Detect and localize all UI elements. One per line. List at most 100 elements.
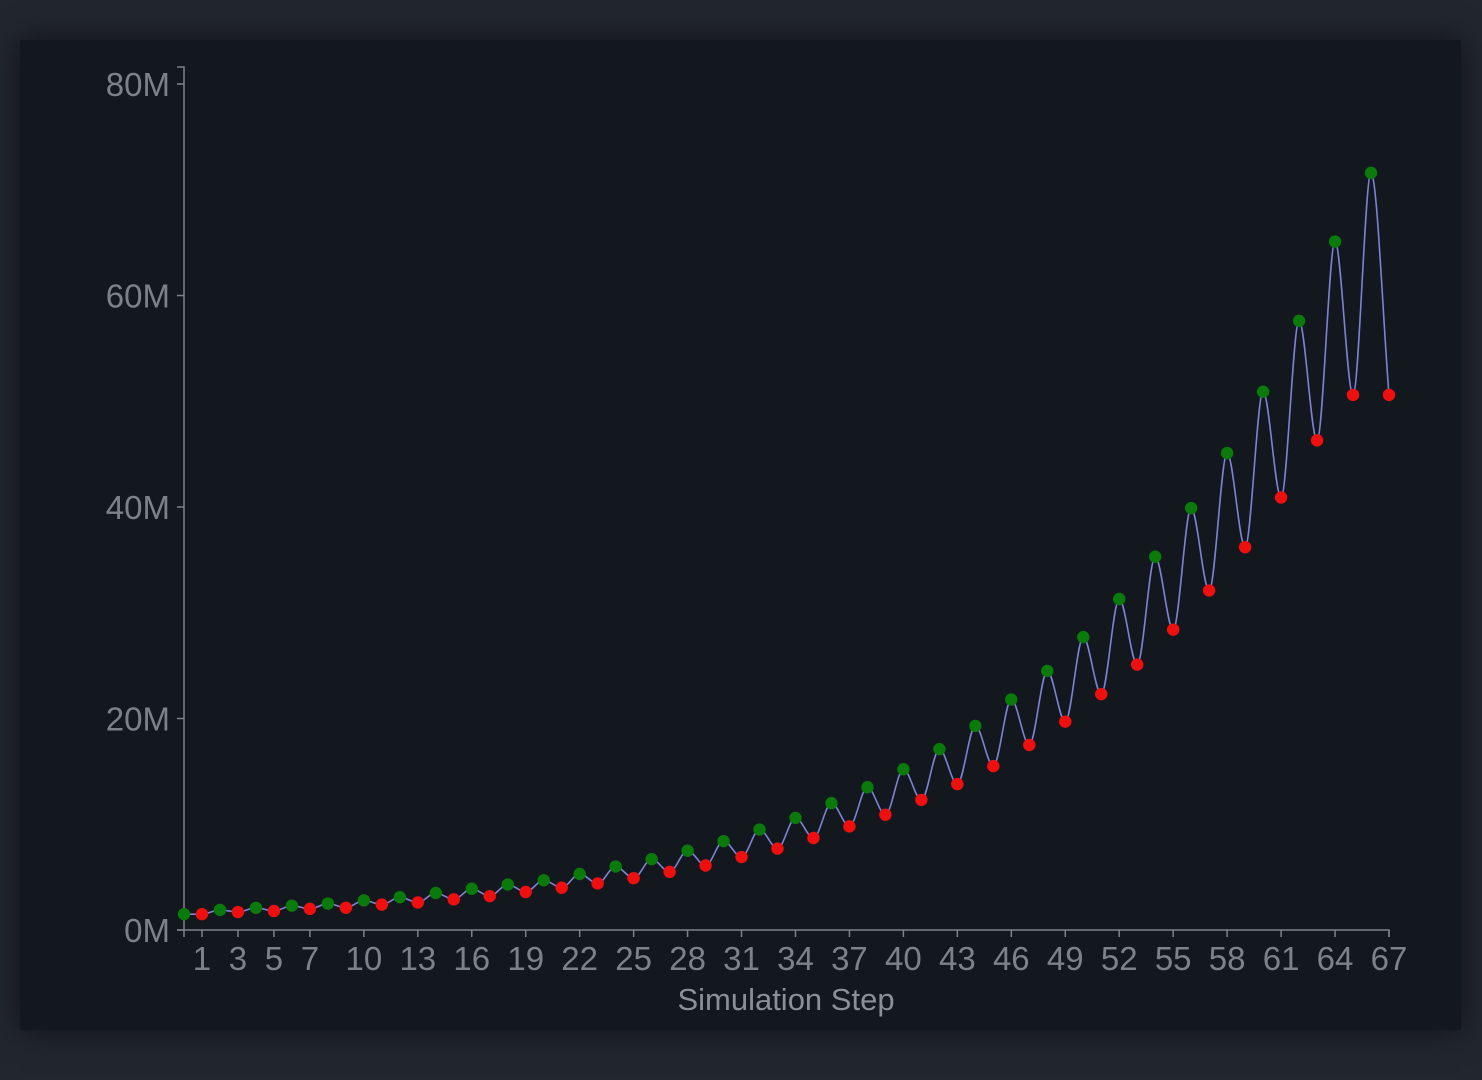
trough-point[interactable] xyxy=(987,759,1000,773)
series-line xyxy=(184,172,1390,915)
trough-point[interactable] xyxy=(951,777,964,791)
peak-point[interactable] xyxy=(1148,550,1162,563)
trough-point[interactable] xyxy=(1382,388,1396,402)
peak-point[interactable] xyxy=(177,907,191,921)
trough-point[interactable] xyxy=(1095,687,1108,701)
peak-point[interactable] xyxy=(213,903,227,917)
x-tick-label: 22 xyxy=(561,940,598,977)
trough-point[interactable] xyxy=(879,808,892,821)
trough-point[interactable] xyxy=(411,896,425,909)
x-tick-label: 37 xyxy=(831,940,868,977)
x-tick-label: 25 xyxy=(615,940,652,977)
peak-point[interactable] xyxy=(1077,630,1090,644)
peak-point[interactable] xyxy=(573,867,586,881)
x-tick-label: 3 xyxy=(229,940,247,977)
peak-point[interactable] xyxy=(1113,592,1126,606)
peak-point[interactable] xyxy=(249,901,263,914)
x-tick-label: 31 xyxy=(723,940,760,977)
x-tick-label: 34 xyxy=(777,940,814,977)
x-axis-line xyxy=(183,929,1390,937)
x-tick-label: 52 xyxy=(1101,940,1138,977)
peak-point[interactable] xyxy=(645,852,658,866)
trough-point[interactable] xyxy=(447,893,460,906)
peak-point[interactable] xyxy=(465,882,478,895)
trough-point[interactable] xyxy=(303,902,317,916)
peak-point[interactable] xyxy=(537,874,550,887)
x-tick-label: 5 xyxy=(265,940,283,977)
peak-point[interactable] xyxy=(1005,693,1018,706)
trough-point[interactable] xyxy=(519,885,532,899)
peak-point[interactable] xyxy=(393,891,407,904)
peak-point[interactable] xyxy=(861,781,874,794)
peak-point[interactable] xyxy=(789,811,802,825)
y-axis: 0M 20M 40M 60M 80M xyxy=(106,66,185,949)
y-tick-label: 0M xyxy=(124,912,170,949)
trough-point[interactable] xyxy=(807,831,820,845)
peak-point[interactable] xyxy=(933,742,946,756)
x-tick-label: 43 xyxy=(939,940,976,977)
trough-point[interactable] xyxy=(771,842,784,855)
trough-point[interactable] xyxy=(231,905,245,919)
y-tick-label: 40M xyxy=(106,489,170,526)
peak-point[interactable] xyxy=(1256,385,1270,398)
peak-point[interactable] xyxy=(501,878,514,891)
x-tick-label: 49 xyxy=(1047,940,1084,977)
peak-point[interactable] xyxy=(681,844,694,857)
peak-point[interactable] xyxy=(357,894,371,907)
x-tick-label: 58 xyxy=(1209,940,1246,977)
y-axis-line xyxy=(177,66,185,931)
x-axis: 1 3 5 7 10 13 16 19 22 25 28 31 34 37 40 43 46 49 52 55 58 61… xyxy=(183,929,1408,977)
peak-point[interactable] xyxy=(825,796,838,810)
x-tick-label: 40 xyxy=(885,940,922,977)
trough-point[interactable] xyxy=(1202,584,1216,597)
peak-point[interactable] xyxy=(897,763,910,776)
trough-point[interactable] xyxy=(1274,491,1288,504)
trough-point[interactable] xyxy=(483,889,496,903)
trough-point[interactable] xyxy=(1131,658,1144,671)
y-tick-label: 60M xyxy=(106,278,170,315)
trough-point[interactable] xyxy=(1346,388,1360,402)
trough-point[interactable] xyxy=(375,898,389,911)
trough-point[interactable] xyxy=(1310,434,1324,447)
peak-point[interactable] xyxy=(429,886,442,900)
peak-point[interactable] xyxy=(609,860,622,873)
trough-point[interactable] xyxy=(1023,738,1036,752)
trough-point[interactable] xyxy=(663,865,676,879)
x-tick-label: 19 xyxy=(507,940,544,977)
peak-point[interactable] xyxy=(1292,314,1306,328)
peak-point[interactable] xyxy=(969,719,982,733)
trough-point[interactable] xyxy=(735,850,748,864)
peak-point[interactable] xyxy=(717,834,730,848)
trough-point[interactable] xyxy=(1166,623,1180,636)
peak-point[interactable] xyxy=(1184,501,1198,515)
peak-point[interactable] xyxy=(1364,166,1378,180)
x-tick-label: 64 xyxy=(1317,940,1354,977)
trough-point[interactable] xyxy=(843,820,856,833)
y-tick-label: 80M xyxy=(106,66,170,103)
x-tick-label: 10 xyxy=(345,940,382,977)
x-tick-label: 61 xyxy=(1263,940,1300,977)
x-tick-label: 55 xyxy=(1155,940,1192,977)
trough-point[interactable] xyxy=(339,901,353,914)
peak-point[interactable] xyxy=(285,899,299,912)
trough-point[interactable] xyxy=(555,881,568,894)
x-tick-label: 16 xyxy=(453,940,490,977)
trough-point[interactable] xyxy=(591,877,604,890)
peak-point[interactable] xyxy=(1041,664,1054,678)
x-tick-label: 1 xyxy=(193,940,211,977)
peak-point[interactable] xyxy=(1328,235,1342,248)
trough-point[interactable] xyxy=(699,859,712,872)
trough-point[interactable] xyxy=(1059,715,1072,728)
peak-point[interactable] xyxy=(321,897,335,910)
trough-point[interactable] xyxy=(915,793,928,807)
trough-point[interactable] xyxy=(627,871,640,885)
trough-point[interactable] xyxy=(195,907,209,921)
x-axis-title: Simulation Step xyxy=(677,982,894,1017)
trough-point[interactable] xyxy=(267,904,281,918)
x-tick-label: 28 xyxy=(669,940,706,977)
trough-point[interactable] xyxy=(1238,540,1252,554)
x-tick-label: 67 xyxy=(1371,940,1408,977)
peak-point[interactable] xyxy=(1220,446,1234,460)
peak-point[interactable] xyxy=(753,823,766,836)
